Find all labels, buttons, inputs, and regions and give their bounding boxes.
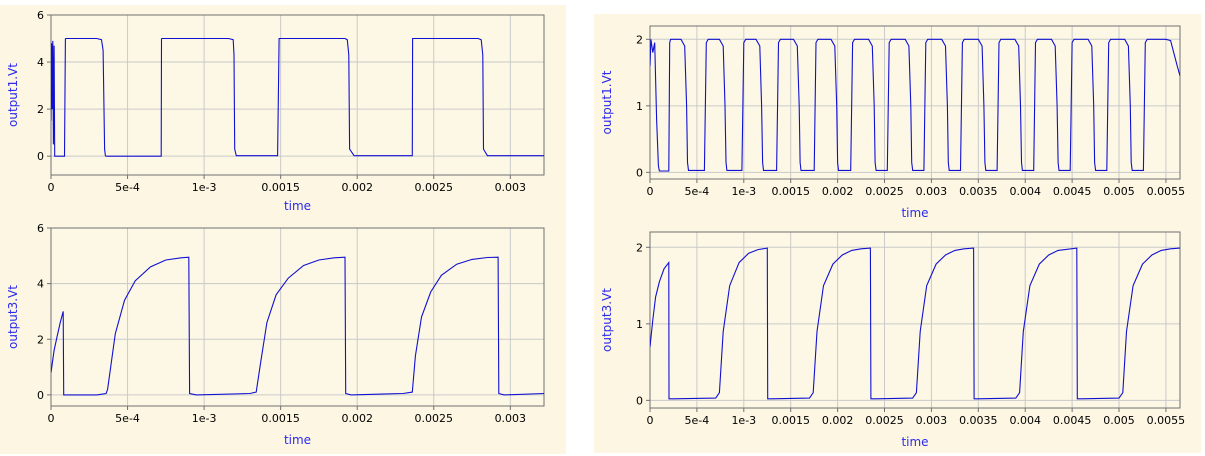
chart-output1-long: 0 5e-4 1e-3 0.0015 0.002 0.0025 0.003 0.0035 0.0…: [600, 25, 1186, 220]
x-tick-label: 1e-3: [731, 414, 756, 427]
plot-area: [649, 231, 1181, 409]
chart-output3-short: 0 5e-4 1e-3 0.0015 0.002 0.0025 0.003 0 2 4 6 time o…: [6, 222, 545, 447]
x-tick-label: 0.0015: [261, 181, 300, 194]
x-tick-label: 0.0025: [415, 412, 454, 425]
series-line: [51, 256, 544, 396]
x-tick-label: 0.0035: [959, 185, 998, 198]
x-tick-label: 0.003: [916, 414, 948, 427]
y-tick-label: 4: [37, 278, 44, 291]
x-tick-label: 0.0015: [261, 412, 300, 425]
plot-border: [649, 231, 1181, 409]
x-tick-label: 0.0025: [865, 185, 904, 198]
x-tick-label: 0.0055: [1147, 414, 1186, 427]
plot-border: [50, 227, 545, 407]
series-line: [650, 38, 1180, 172]
x-tick-label: 0.003: [495, 181, 527, 194]
y-tick-label: 6: [37, 9, 44, 22]
plot-area: [50, 14, 545, 176]
x-tick-label: 0.0045: [1053, 185, 1092, 198]
y-tick-label: 2: [636, 33, 643, 46]
y-tick-label: 2: [37, 103, 44, 116]
x-tick-label: 5e-4: [685, 414, 710, 427]
x-tick-label: 1e-3: [192, 181, 217, 194]
x-tick-label: 0.005: [1103, 185, 1135, 198]
y-tick-label: 2: [37, 333, 44, 346]
chart-output1-short: 0 5e-4 1e-3 0.0015 0.002 0.0025 0.003 0 2 4 6 time o…: [6, 9, 545, 213]
y-tick-label: 4: [37, 56, 44, 69]
x-tick-label: 5e-4: [685, 185, 710, 198]
x-tick-label: 0.002: [822, 185, 854, 198]
x-tick-label: 0: [48, 412, 55, 425]
x-tick-label: 1e-3: [192, 412, 217, 425]
x-tick-label: 0.0045: [1053, 414, 1092, 427]
y-tick-label: 6: [37, 222, 44, 235]
y-tick-label: 1: [636, 100, 643, 113]
x-tick-label: 0.0025: [415, 181, 454, 194]
x-tick-label: 0.003: [916, 185, 948, 198]
x-tick-label: 5e-4: [115, 412, 140, 425]
y-axis-title: output3.Vt: [6, 285, 20, 349]
x-tick-label: 0.004: [1009, 185, 1040, 198]
left-chart-panel: 0 5e-4 1e-3 0.0015 0.002 0.0025 0.003 0 2 4 6 time o…: [0, 5, 566, 454]
x-tick-label: 0.002: [341, 412, 373, 425]
x-axis-title: time: [284, 199, 311, 213]
x-tick-label: 0.004: [1009, 414, 1040, 427]
x-tick-label: 0.002: [341, 181, 373, 194]
y-tick-label: 1: [636, 318, 643, 331]
x-axis-title: time: [284, 433, 311, 447]
y-axis-title: output1.Vt: [600, 70, 614, 134]
x-tick-label: 0.0035: [959, 414, 998, 427]
y-tick-label: 0: [37, 389, 44, 402]
y-axis-title: output3.Vt: [600, 288, 614, 352]
plot-area: [50, 227, 545, 407]
x-tick-label: 0.0025: [865, 414, 904, 427]
x-tick-label: 5e-4: [115, 181, 140, 194]
x-axis-title: time: [901, 435, 928, 449]
x-tick-label: 0: [647, 414, 654, 427]
y-axis-title: output1.Vt: [6, 63, 20, 127]
chart-output3-long: 0 5e-4 1e-3 0.0015 0.002 0.0025 0.003 0.0035 0.0…: [600, 231, 1186, 449]
y-tick-label: 2: [636, 241, 643, 254]
plot-border: [649, 25, 1181, 180]
x-tick-label: 0.0015: [771, 414, 810, 427]
plot-area: [649, 25, 1181, 180]
x-tick-label: 0.002: [822, 414, 854, 427]
y-tick-label: 0: [37, 150, 44, 163]
y-tick-label: 0: [636, 166, 643, 179]
x-tick-label: 0.0055: [1147, 185, 1186, 198]
y-tick-label: 0: [636, 394, 643, 407]
x-tick-label: 0.003: [495, 412, 527, 425]
x-tick-label: 0.005: [1103, 414, 1135, 427]
right-chart-panel: 0 5e-4 1e-3 0.0015 0.002 0.0025 0.003 0.0035 0.0…: [594, 14, 1201, 453]
x-tick-label: 0: [48, 181, 55, 194]
series-line: [51, 37, 544, 157]
x-tick-label: 0.0015: [771, 185, 810, 198]
x-tick-label: 1e-3: [731, 185, 756, 198]
x-tick-label: 0: [647, 185, 654, 198]
series-line: [650, 247, 1180, 400]
x-axis-title: time: [901, 206, 928, 220]
